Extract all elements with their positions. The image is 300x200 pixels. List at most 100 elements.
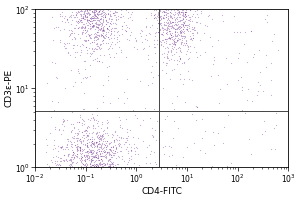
Point [89, 16, 94, 19]
Point [153, 34, 158, 37]
Point [166, 29, 171, 32]
Point [88, 54, 93, 57]
Point [178, 42, 183, 46]
Point [101, 18, 106, 21]
Point [82, 142, 87, 145]
Point [98, 53, 102, 56]
Point [106, 38, 111, 41]
Point [97, 130, 102, 134]
Point [90, 152, 95, 155]
Point [178, 72, 182, 75]
Point [125, 96, 130, 99]
Point [124, 77, 129, 81]
Point [92, 162, 97, 165]
Point [92, 160, 96, 163]
Point [66, 139, 71, 142]
Point [109, 22, 113, 25]
Point [129, 149, 134, 152]
Point [124, 118, 129, 121]
Point [79, 164, 83, 167]
Point [171, 119, 176, 122]
Point [94, 12, 99, 16]
Point [92, 163, 97, 166]
Point [144, 156, 148, 159]
Point [70, 136, 74, 139]
Point [75, 43, 80, 46]
Point [90, 126, 95, 129]
Point [160, 16, 165, 19]
Point [66, 51, 70, 54]
Point [167, 10, 172, 14]
Point [97, 139, 102, 143]
Point [105, 78, 110, 81]
Point [174, 8, 179, 11]
Point [53, 164, 58, 167]
Point [89, 141, 94, 144]
Point [110, 161, 115, 165]
Point [113, 10, 118, 13]
Point [90, 15, 95, 18]
Point [181, 28, 186, 31]
Point [176, 34, 181, 37]
Point [99, 143, 104, 146]
Point [181, 15, 185, 18]
Point [160, 17, 165, 20]
Point [152, 15, 157, 19]
Point [158, 43, 163, 47]
Point [91, 123, 95, 126]
Point [88, 150, 93, 153]
Point [73, 15, 77, 18]
Point [156, 29, 161, 32]
Point [89, 112, 94, 116]
Point [108, 14, 112, 17]
Point [175, 34, 179, 37]
Point [122, 21, 126, 24]
Point [68, 163, 73, 166]
Point [57, 164, 62, 167]
Point [160, 38, 165, 42]
Point [116, 14, 121, 17]
Point [44, 150, 48, 153]
Point [85, 145, 89, 149]
Point [183, 11, 188, 14]
Point [56, 100, 61, 103]
Point [97, 162, 102, 165]
Point [97, 137, 102, 141]
Point [95, 149, 100, 152]
Point [158, 9, 163, 13]
Point [102, 37, 107, 40]
Point [49, 158, 54, 161]
Point [135, 146, 140, 150]
Point [121, 15, 126, 18]
Point [113, 42, 118, 45]
Point [160, 69, 165, 72]
Point [81, 26, 85, 29]
Point [189, 20, 194, 23]
Point [68, 160, 73, 163]
Point [78, 12, 83, 15]
Point [133, 113, 137, 117]
Point [81, 77, 85, 80]
Point [68, 32, 73, 35]
Point [86, 150, 91, 153]
Point [109, 42, 113, 46]
Point [163, 47, 168, 50]
Point [104, 27, 109, 30]
Point [160, 30, 165, 33]
Point [166, 37, 170, 40]
Point [168, 25, 172, 28]
Point [248, 152, 253, 155]
Point [181, 12, 185, 15]
Point [51, 143, 56, 146]
Point [173, 27, 178, 30]
Point [79, 150, 84, 153]
Point [83, 24, 88, 27]
Point [128, 13, 133, 16]
Point [108, 30, 113, 33]
Point [85, 49, 90, 52]
Point [79, 15, 83, 18]
Point [194, 20, 199, 24]
Point [116, 29, 121, 32]
Point [169, 145, 174, 149]
Point [263, 18, 268, 21]
